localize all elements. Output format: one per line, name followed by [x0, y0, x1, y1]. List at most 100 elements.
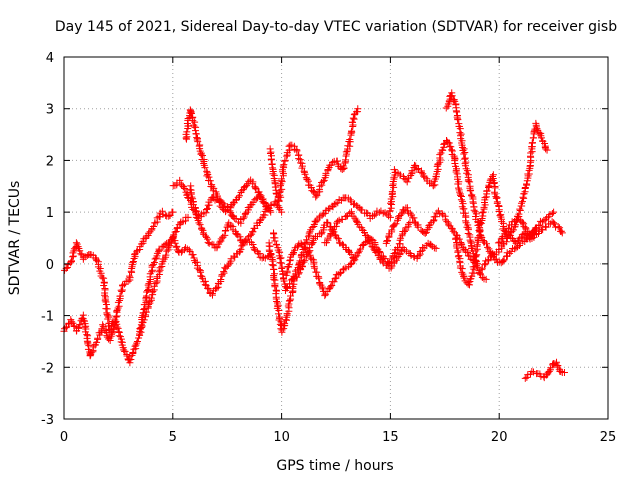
- data-point-marker: [278, 326, 286, 334]
- data-point-marker: [187, 109, 195, 117]
- data-point-marker: [93, 257, 101, 265]
- data-point-marker: [158, 207, 166, 215]
- data-point-marker: [273, 241, 281, 249]
- series-track-n: [442, 89, 558, 267]
- data-point-marker: [313, 192, 321, 200]
- data-point-marker: [81, 323, 89, 331]
- data-point-marker: [192, 213, 200, 221]
- data-point-marker: [173, 224, 181, 232]
- data-point-marker: [423, 225, 431, 233]
- data-point-marker: [293, 243, 301, 251]
- data-point-marker: [278, 175, 286, 183]
- data-point-marker: [126, 274, 134, 282]
- data-point-marker: [443, 218, 451, 226]
- data-point-marker: [197, 150, 205, 158]
- data-point-marker: [434, 160, 442, 168]
- data-point-marker: [548, 210, 556, 218]
- data-point-marker: [179, 183, 187, 191]
- data-point-marker: [474, 233, 482, 241]
- data-point-marker: [473, 251, 481, 259]
- data-point-marker: [317, 230, 325, 238]
- data-point-marker: [346, 142, 354, 150]
- data-point-marker: [464, 248, 472, 256]
- data-point-marker: [451, 159, 459, 167]
- data-point-marker: [242, 209, 250, 217]
- data-point-marker: [413, 165, 421, 173]
- data-point-marker: [388, 188, 396, 196]
- data-point-marker: [286, 257, 294, 265]
- data-point-marker: [181, 184, 189, 192]
- data-point-marker: [483, 187, 491, 195]
- data-point-marker: [283, 152, 291, 160]
- data-point-marker: [321, 209, 329, 217]
- data-point-marker: [185, 246, 193, 254]
- data-point-marker: [464, 229, 472, 237]
- data-point-marker: [452, 235, 460, 243]
- data-point-marker: [338, 216, 346, 224]
- data-point-marker: [547, 364, 555, 372]
- data-point-marker: [276, 314, 284, 322]
- data-point-marker: [329, 227, 336, 235]
- data-point-marker: [266, 247, 274, 255]
- data-point-marker: [283, 283, 291, 291]
- data-point-marker: [477, 219, 485, 227]
- data-point-marker: [113, 307, 121, 315]
- data-point-marker: [301, 170, 309, 178]
- x-tick-label: 10: [273, 430, 290, 445]
- data-point-marker: [467, 192, 475, 200]
- data-point-marker: [131, 342, 139, 350]
- y-tick-label: 0: [46, 258, 54, 273]
- data-point-marker: [386, 213, 394, 221]
- data-point-marker: [94, 263, 102, 271]
- data-point-marker: [466, 187, 474, 195]
- data-point-marker: [461, 148, 469, 156]
- chart-title: Day 145 of 2021, Sidereal Day-to-day VTE…: [55, 19, 617, 35]
- data-point-marker: [291, 267, 299, 275]
- data-point-marker: [383, 210, 391, 218]
- data-point-marker: [342, 156, 350, 164]
- data-point-marker: [114, 298, 122, 306]
- data-point-marker: [510, 226, 518, 234]
- data-point-marker: [519, 218, 527, 226]
- data-point-marker: [286, 296, 294, 304]
- data-point-marker: [334, 217, 342, 225]
- data-point-marker: [405, 220, 413, 228]
- data-point-marker: [249, 241, 257, 249]
- series-track-h: [266, 105, 362, 205]
- data-point-marker: [427, 241, 435, 249]
- data-point-marker: [150, 222, 158, 230]
- data-point-marker: [397, 171, 405, 179]
- data-point-marker: [259, 198, 267, 206]
- x-axis-label: GPS time / hours: [276, 458, 393, 474]
- data-point-marker: [490, 179, 498, 187]
- data-point-marker: [155, 268, 163, 276]
- series-track-c: [136, 233, 275, 335]
- data-point-marker: [482, 275, 490, 283]
- data-point-marker: [282, 283, 290, 291]
- x-tick-label: 5: [169, 430, 177, 445]
- data-point-marker: [444, 221, 452, 229]
- data-point-marker: [479, 208, 487, 216]
- data-point-marker: [77, 250, 85, 258]
- data-point-marker: [236, 233, 244, 241]
- data-point-marker: [105, 326, 113, 334]
- data-point-marker: [219, 233, 227, 241]
- data-point-marker: [455, 184, 463, 192]
- data-point-marker: [271, 283, 279, 291]
- data-point-marker: [403, 178, 411, 186]
- data-point-marker: [285, 261, 293, 269]
- data-point-marker: [516, 206, 524, 214]
- data-point-marker: [204, 284, 212, 292]
- data-point-marker: [543, 146, 551, 154]
- data-point-marker: [336, 269, 344, 277]
- data-point-marker: [260, 199, 268, 207]
- data-point-marker: [304, 233, 312, 241]
- data-point-marker: [537, 134, 545, 142]
- data-point-marker: [100, 282, 108, 290]
- data-point-marker: [133, 339, 141, 347]
- data-point-marker: [237, 245, 245, 253]
- data-point-marker: [267, 156, 275, 164]
- data-point-marker: [456, 188, 464, 196]
- data-point-marker: [333, 157, 341, 165]
- data-point-marker: [276, 320, 284, 328]
